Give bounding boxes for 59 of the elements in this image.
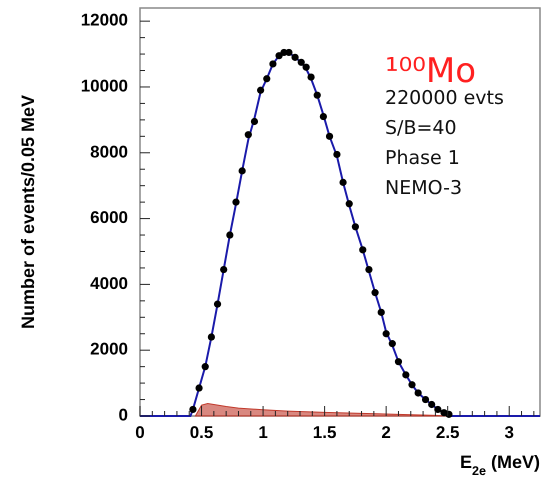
point <box>352 223 359 230</box>
point <box>359 246 366 254</box>
point <box>326 132 334 140</box>
point <box>339 178 347 186</box>
y-tick-label: 2000 <box>90 340 128 359</box>
point <box>428 400 436 408</box>
point <box>285 48 293 56</box>
annotation: NEMO-3 <box>385 177 462 199</box>
point <box>314 92 321 99</box>
y-tick-label: 0 <box>118 405 128 424</box>
x-tick-label: 2 <box>381 423 391 442</box>
point <box>263 75 270 82</box>
point <box>378 308 385 316</box>
point <box>214 300 222 308</box>
point <box>220 266 228 274</box>
x-tick-label: 0 <box>135 423 145 442</box>
point <box>394 358 402 366</box>
y-axis-title: Number of events/0.05 MeV <box>18 94 38 330</box>
point <box>402 371 410 378</box>
point <box>195 384 203 392</box>
point <box>269 60 277 68</box>
x-axis-title: E$_{2e}$ (MeV) <box>460 452 540 478</box>
point <box>408 381 416 388</box>
point <box>238 167 246 174</box>
y-tick-label: 6000 <box>90 208 128 228</box>
point <box>232 198 240 206</box>
point <box>320 112 327 120</box>
point <box>250 118 258 126</box>
x-tick-label: 1.5 <box>312 423 336 442</box>
point <box>346 200 353 208</box>
x-tick-label: 0.5 <box>190 423 214 442</box>
x-tick-label: 1 <box>258 423 268 442</box>
x-tick-label: 3 <box>504 423 514 442</box>
point <box>371 289 379 296</box>
point <box>257 86 264 94</box>
y-tick-label: 10000 <box>80 76 128 96</box>
point <box>388 340 396 348</box>
point <box>307 73 315 81</box>
x-tick-label: 2.5 <box>436 423 460 442</box>
point <box>291 54 299 61</box>
point <box>208 333 215 341</box>
point <box>302 64 310 71</box>
annotation: Phase 1 <box>385 147 460 169</box>
y-tick-label: 8000 <box>90 142 128 162</box>
point <box>244 131 252 138</box>
point <box>365 266 373 274</box>
point <box>226 231 234 239</box>
point <box>382 330 390 338</box>
point <box>333 150 341 158</box>
point <box>189 406 197 414</box>
point <box>298 58 305 66</box>
point <box>414 389 422 397</box>
point <box>422 396 430 404</box>
annotation: S/B=40 <box>385 117 457 139</box>
y-tick-label: 4000 <box>90 274 128 293</box>
y-tick-label: 12000 <box>80 10 128 30</box>
point <box>202 363 209 370</box>
point <box>434 406 442 414</box>
point <box>275 52 283 60</box>
